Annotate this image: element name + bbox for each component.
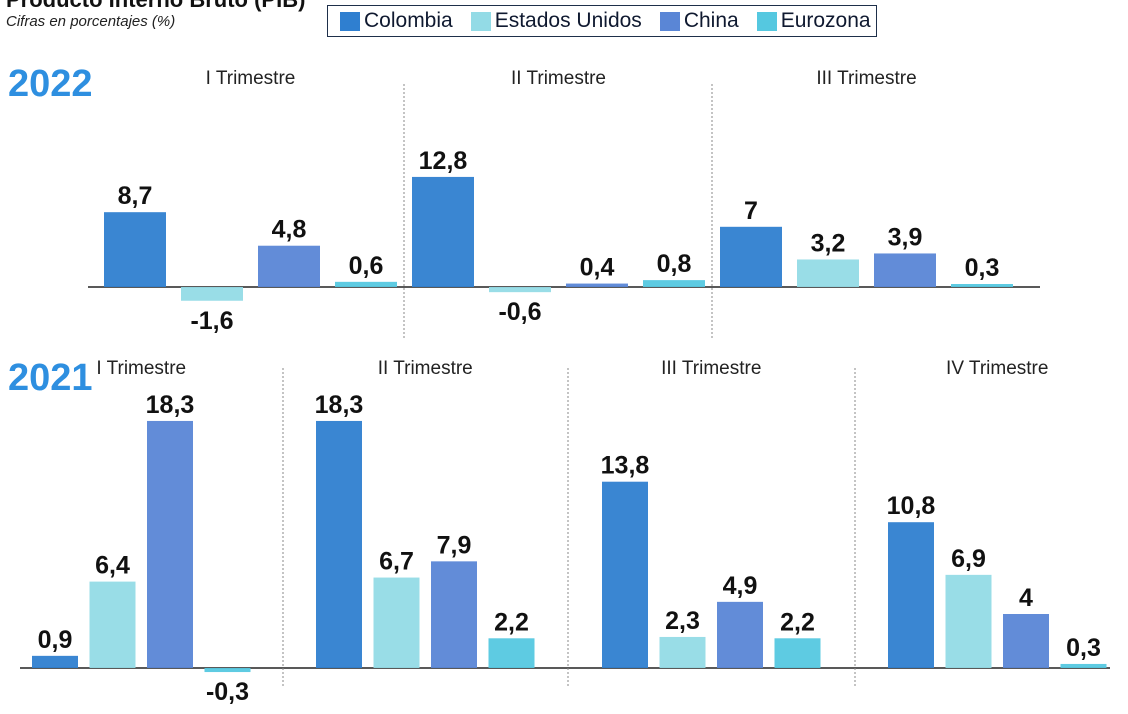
value-label-2022-ii-trimestre-eurozona: 0,8 xyxy=(657,250,692,278)
quarter-label-2022-iii-trimestre: III Trimestre xyxy=(816,68,916,89)
bar-2021-ii-trimestre-eurozona xyxy=(488,638,535,668)
legend-swatch-eurozona xyxy=(756,11,777,31)
bar-2021-i-trimestre-colombia xyxy=(32,655,78,668)
value-label-2021-i-trimestre-estados-unidos: 6,4 xyxy=(95,552,130,580)
bar-2021-i-trimestre-china xyxy=(147,420,193,668)
legend-item-estados-unidos: Estados Unidos xyxy=(470,9,642,33)
bar-2021-ii-trimestre-colombia xyxy=(316,420,362,668)
value-label-2022-i-trimestre-colombia: 8,7 xyxy=(118,182,153,210)
legend-label-eurozona: Eurozona xyxy=(780,9,871,32)
value-label-2021-iv-trimestre-china: 4 xyxy=(1019,584,1033,612)
bar-2021-iii-trimestre-eurozona xyxy=(774,638,821,668)
value-label-2022-ii-trimestre-estados-unidos: -0,6 xyxy=(498,298,541,326)
legend-swatch-colombia xyxy=(340,11,360,31)
value-label-2021-ii-trimestre-colombia: 18,3 xyxy=(315,391,364,419)
bar-2022-i-trimestre-eurozona xyxy=(335,281,397,287)
bar-2021-iv-trimestre-estados-unidos xyxy=(945,574,992,668)
bar-2022-iii-trimestre-china xyxy=(874,253,936,287)
value-label-2022-i-trimestre-china: 4,8 xyxy=(272,216,307,244)
value-label-2022-iii-trimestre-estados-unidos: 3,2 xyxy=(811,229,846,257)
value-label-2022-i-trimestre-estados-unidos: -1,6 xyxy=(190,307,233,335)
legend-swatch-estados-unidos xyxy=(470,11,491,31)
year-label-2022: 2022 xyxy=(8,63,93,105)
bar-2022-iii-trimestre-colombia xyxy=(720,226,782,287)
legend-item-eurozona: Eurozona xyxy=(756,9,871,33)
bar-2022-ii-trimestre-china xyxy=(566,283,628,287)
value-label-2021-ii-trimestre-eurozona: 2,2 xyxy=(494,608,529,636)
value-label-2022-ii-trimestre-china: 0,4 xyxy=(580,254,615,282)
legend-label-estados-unidos: Estados Unidos xyxy=(494,9,642,32)
bar-2022-iii-trimestre-eurozona xyxy=(951,284,1013,287)
value-label-2021-i-trimestre-colombia: 0,9 xyxy=(38,626,73,654)
value-label-2021-iv-trimestre-colombia: 10,8 xyxy=(887,492,936,520)
value-label-2021-iii-trimestre-estados-unidos: 2,3 xyxy=(665,607,700,635)
bar-2021-iii-trimestre-estados-unidos xyxy=(659,636,706,668)
quarter-label-2022-ii-trimestre: II Trimestre xyxy=(511,68,606,89)
bar-2022-ii-trimestre-estados-unidos xyxy=(489,287,551,293)
value-label-2021-iv-trimestre-estados-unidos: 6,9 xyxy=(951,545,986,573)
value-label-2022-iii-trimestre-eurozona: 0,3 xyxy=(965,254,1000,282)
legend-item-colombia: Colombia xyxy=(340,9,453,33)
value-label-2022-i-trimestre-eurozona: 0,6 xyxy=(349,252,384,280)
value-label-2022-iii-trimestre-china: 3,9 xyxy=(888,223,923,251)
bar-2022-i-trimestre-colombia xyxy=(104,212,166,287)
bar-2021-iii-trimestre-colombia xyxy=(602,481,648,668)
bar-2022-iii-trimestre-estados-unidos xyxy=(797,259,859,287)
value-label-2021-ii-trimestre-estados-unidos: 6,7 xyxy=(379,548,414,576)
bar-2022-ii-trimestre-eurozona xyxy=(643,280,705,287)
legend-swatch-china xyxy=(659,11,680,31)
bar-2021-ii-trimestre-estados-unidos xyxy=(373,577,420,668)
quarter-label-2022-i-trimestre: I Trimestre xyxy=(206,68,296,89)
quarter-label-2021-ii-trimestre: II Trimestre xyxy=(378,358,473,379)
chart-title: Producto Interno Bruto (PIB) xyxy=(6,0,305,12)
value-label-2022-ii-trimestre-colombia: 12,8 xyxy=(419,147,468,175)
bar-2021-iii-trimestre-china xyxy=(717,601,763,668)
value-label-2021-iii-trimestre-china: 4,9 xyxy=(723,572,758,600)
bar-2022-ii-trimestre-colombia xyxy=(412,176,474,287)
legend-item-china: China xyxy=(659,9,739,33)
value-label-2021-i-trimestre-china: 18,3 xyxy=(146,391,195,419)
bar-2022-i-trimestre-china xyxy=(258,245,320,287)
legend-label-china: China xyxy=(683,9,739,32)
value-label-2021-iii-trimestre-eurozona: 2,2 xyxy=(780,608,815,636)
bar-2021-i-trimestre-eurozona xyxy=(204,668,251,673)
bar-2021-iv-trimestre-colombia xyxy=(888,522,934,668)
quarter-label-2021-i-trimestre: I Trimestre xyxy=(96,358,186,379)
value-label-2021-iii-trimestre-colombia: 13,8 xyxy=(601,452,650,480)
bar-2021-iv-trimestre-china xyxy=(1003,614,1049,668)
value-label-2021-iv-trimestre-eurozona: 0,3 xyxy=(1066,634,1101,662)
legend-label-colombia: Colombia xyxy=(364,9,453,32)
bar-2022-i-trimestre-estados-unidos xyxy=(181,287,243,301)
year-label-2021: 2021 xyxy=(8,357,93,399)
quarter-label-2021-iii-trimestre: III Trimestre xyxy=(661,358,761,379)
value-label-2022-iii-trimestre-colombia: 7 xyxy=(744,197,758,225)
bar-2021-ii-trimestre-china xyxy=(431,561,477,668)
value-label-2021-ii-trimestre-china: 7,9 xyxy=(437,531,472,559)
legend: Colombia Estados Unidos China Eurozona xyxy=(327,5,877,37)
value-label-2021-i-trimestre-eurozona: -0,3 xyxy=(206,678,249,706)
quarter-label-2021-iv-trimestre: IV Trimestre xyxy=(946,358,1048,379)
bar-2021-iv-trimestre-eurozona xyxy=(1060,663,1107,668)
chart-subtitle: Cifras en porcentajes (%) xyxy=(6,13,176,30)
bar-2021-i-trimestre-estados-unidos xyxy=(89,581,136,668)
